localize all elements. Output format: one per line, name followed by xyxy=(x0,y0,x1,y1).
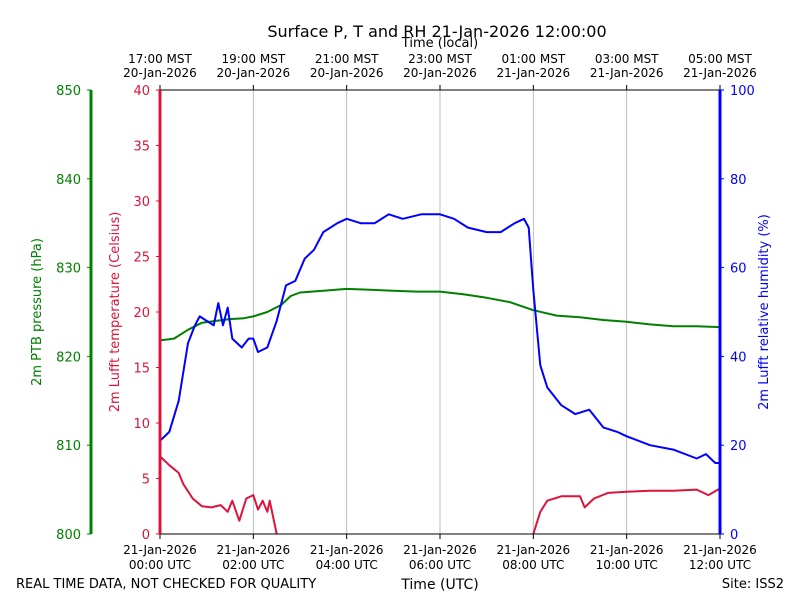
x-tick-label-top-date: 21-Jan-2026 xyxy=(590,66,664,80)
x-tick-label-top-time: 17:00 MST xyxy=(128,52,192,66)
y-tick-label-temperature: 35 xyxy=(133,140,150,155)
site-label: Site: ISS2 xyxy=(722,577,784,592)
x-tick-label-bottom-date: 21-Jan-2026 xyxy=(403,543,477,557)
x-tick-label-bottom-time: 00:00 UTC xyxy=(129,558,191,572)
bottom-axis-label: Time (UTC) xyxy=(400,577,478,593)
y-tick-label-humidity: 20 xyxy=(730,439,747,454)
x-tick-label-top-date: 20-Jan-2026 xyxy=(310,66,384,80)
x-tick-label-bottom-time: 12:00 UTC xyxy=(689,558,751,572)
y-tick-label-pressure: 800 xyxy=(56,528,81,543)
top-axis-label: Time (local) xyxy=(401,36,478,51)
x-tick-label-top-date: 20-Jan-2026 xyxy=(217,66,291,80)
x-tick-label-bottom-time: 08:00 UTC xyxy=(502,558,564,572)
y-tick-label-temperature: 40 xyxy=(133,84,150,99)
x-tick-label-top-time: 01:00 MST xyxy=(501,52,565,66)
series-line-temperature xyxy=(159,455,278,535)
y-tick-label-temperature: 15 xyxy=(133,362,150,377)
y-tick-label-humidity: 60 xyxy=(730,262,747,277)
x-tick-label-top-date: 20-Jan-2026 xyxy=(123,66,197,80)
y-tick-label-pressure: 850 xyxy=(56,84,81,99)
x-tick-label-bottom-time: 04:00 UTC xyxy=(316,558,378,572)
y-tick-label-temperature: 25 xyxy=(133,251,150,266)
x-tick-label-top-date: 20-Jan-2026 xyxy=(403,66,477,80)
y-tick-label-temperature: 20 xyxy=(133,306,150,321)
x-tick-label-bottom-date: 21-Jan-2026 xyxy=(497,543,571,557)
y-axis-label-pressure: 2m PTB pressure (hPa) xyxy=(30,238,45,386)
x-tick-label-bottom-time: 10:00 UTC xyxy=(596,558,658,572)
quality-disclaimer: REAL TIME DATA, NOT CHECKED FOR QUALITY xyxy=(16,577,316,592)
x-tick-label-bottom-date: 21-Jan-2026 xyxy=(123,543,197,557)
y-tick-label-pressure: 820 xyxy=(56,350,81,365)
y-tick-label-temperature: 10 xyxy=(133,417,150,432)
x-tick-label-top-time: 19:00 MST xyxy=(221,52,285,66)
y-tick-label-pressure: 830 xyxy=(56,262,81,277)
y-tick-label-pressure: 840 xyxy=(56,173,81,188)
axes-layer xyxy=(87,85,724,539)
y-tick-label-humidity: 0 xyxy=(730,528,738,543)
x-tick-label-bottom-time: 06:00 UTC xyxy=(409,558,471,572)
x-tick-label-top-time: 03:00 MST xyxy=(595,52,659,66)
y-tick-label-humidity: 100 xyxy=(730,84,755,99)
x-tick-label-bottom-date: 21-Jan-2026 xyxy=(683,543,757,557)
x-tick-label-bottom-time: 02:00 UTC xyxy=(222,558,284,572)
x-tick-label-bottom-date: 21-Jan-2026 xyxy=(590,543,664,557)
series-layer xyxy=(159,213,721,535)
series-line-temperature xyxy=(532,487,721,535)
y-tick-label-pressure: 810 xyxy=(56,439,81,454)
x-tick-label-top-date: 21-Jan-2026 xyxy=(683,66,757,80)
x-tick-label-top-time: 23:00 MST xyxy=(408,52,472,66)
x-tick-label-top-date: 21-Jan-2026 xyxy=(497,66,571,80)
grid-layer xyxy=(252,90,628,534)
x-tick-label-top-time: 21:00 MST xyxy=(315,52,379,66)
y-tick-label-temperature: 30 xyxy=(133,195,150,210)
chart-title: Surface P, T and RH 21-Jan-2026 12:00:00 xyxy=(267,22,606,41)
series-line-humidity xyxy=(159,213,720,464)
x-tick-label-top-time: 05:00 MST xyxy=(688,52,752,66)
x-tick-label-bottom-date: 21-Jan-2026 xyxy=(217,543,291,557)
y-tick-label-temperature: 5 xyxy=(142,473,150,488)
y-axis-label-temperature: 2m Lufft temperature (Celsius) xyxy=(108,212,123,413)
series-line-pressure xyxy=(159,287,721,342)
y-tick-label-humidity: 40 xyxy=(730,350,747,365)
y-axis-label-humidity: 2m Lufft relative humidity (%) xyxy=(757,214,772,410)
y-tick-label-humidity: 80 xyxy=(730,173,747,188)
x-tick-label-bottom-date: 21-Jan-2026 xyxy=(310,543,384,557)
y-tick-label-temperature: 0 xyxy=(142,528,150,543)
